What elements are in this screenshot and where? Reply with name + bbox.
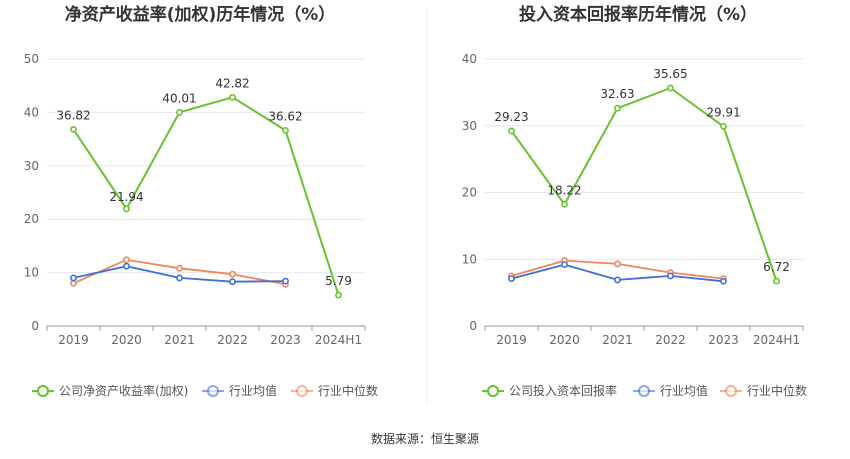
chart-title: 投入资本回报率历年情况（%） xyxy=(519,4,757,25)
x-tick-label: 2024H1 xyxy=(753,333,800,347)
x-tick-label: 2021 xyxy=(602,333,633,347)
y-tick-label: 10 xyxy=(462,252,477,266)
data-point xyxy=(123,262,130,270)
data-point xyxy=(335,291,342,299)
x-tick-label: 2019 xyxy=(496,333,527,347)
data-point xyxy=(282,277,289,285)
data-label: 42.82 xyxy=(215,76,249,90)
series-line-company xyxy=(72,96,340,296)
legend-label: 公司净资产收益率(加权) xyxy=(59,383,188,398)
x-tick-label: 2022 xyxy=(655,333,686,347)
data-point xyxy=(70,125,77,133)
legend-label: 行业中位数 xyxy=(747,383,807,398)
data-point xyxy=(720,122,727,130)
data-label: 21.94 xyxy=(109,190,143,204)
x-tick-label: 2024H1 xyxy=(315,333,362,347)
legend-swatch-marker xyxy=(725,385,737,397)
x-tick-label: 2019 xyxy=(58,333,89,347)
data-label: 40.01 xyxy=(162,91,196,105)
x-tick-label: 2023 xyxy=(708,333,739,347)
data-point xyxy=(773,277,780,285)
legend-label: 行业均值 xyxy=(660,383,708,398)
y-tick-label: 20 xyxy=(462,186,477,200)
data-label: 36.62 xyxy=(268,109,302,123)
data-point xyxy=(561,261,568,268)
legend-swatch-marker xyxy=(487,385,499,397)
data-label: 6.72 xyxy=(763,260,790,274)
data-label: 18.22 xyxy=(547,183,581,197)
y-tick-label: 30 xyxy=(24,159,39,173)
legend-label: 行业中位数 xyxy=(318,383,378,398)
data-label: 36.82 xyxy=(56,108,90,122)
x-tick-label: 2020 xyxy=(549,333,580,347)
data-point xyxy=(614,260,621,268)
legend-label: 行业均值 xyxy=(229,383,277,398)
data-label: 29.23 xyxy=(494,110,528,124)
legend-swatch-marker xyxy=(37,385,49,397)
data-label: 5.79 xyxy=(325,274,352,288)
data-point xyxy=(667,84,674,92)
data-point xyxy=(508,275,515,283)
y-tick-label: 20 xyxy=(24,212,39,226)
data-label: 32.63 xyxy=(600,87,634,101)
data-point xyxy=(561,200,568,208)
y-tick-label: 10 xyxy=(24,266,39,280)
x-tick-label: 2020 xyxy=(111,333,142,347)
data-point xyxy=(176,108,183,116)
data-point xyxy=(176,274,183,282)
x-tick-label: 2022 xyxy=(217,333,248,347)
data-point xyxy=(123,205,130,213)
data-point xyxy=(614,104,621,112)
legend-swatch-marker xyxy=(638,385,650,397)
data-point xyxy=(70,274,77,282)
legend-swatch-marker xyxy=(296,385,308,397)
y-tick-label: 0 xyxy=(31,319,39,333)
data-point xyxy=(720,277,727,285)
data-label: 29.91 xyxy=(706,105,740,119)
data-point xyxy=(70,279,77,287)
data-point xyxy=(176,264,183,272)
data-point xyxy=(282,127,289,134)
chart-title: 净资产收益率(加权)历年情况（%） xyxy=(65,4,336,25)
data-point xyxy=(508,127,515,135)
data-point xyxy=(614,276,621,284)
data-point xyxy=(229,93,236,101)
legend-swatch-marker xyxy=(207,385,219,397)
y-tick-label: 30 xyxy=(462,119,477,133)
y-tick-label: 40 xyxy=(24,105,39,119)
x-tick-label: 2023 xyxy=(270,333,301,347)
data-point xyxy=(667,272,674,280)
y-tick-label: 40 xyxy=(462,52,477,66)
data-point xyxy=(229,278,236,286)
series-line-company xyxy=(510,87,778,282)
data-point xyxy=(229,270,236,278)
data-source-label: 数据来源：恒生聚源 xyxy=(371,431,479,446)
data-label: 35.65 xyxy=(653,67,687,81)
x-tick-label: 2021 xyxy=(164,333,195,347)
data-point xyxy=(123,256,130,264)
legend-label: 公司投入资本回报率 xyxy=(509,383,617,398)
y-tick-label: 0 xyxy=(469,319,477,333)
y-tick-label: 50 xyxy=(24,52,39,66)
